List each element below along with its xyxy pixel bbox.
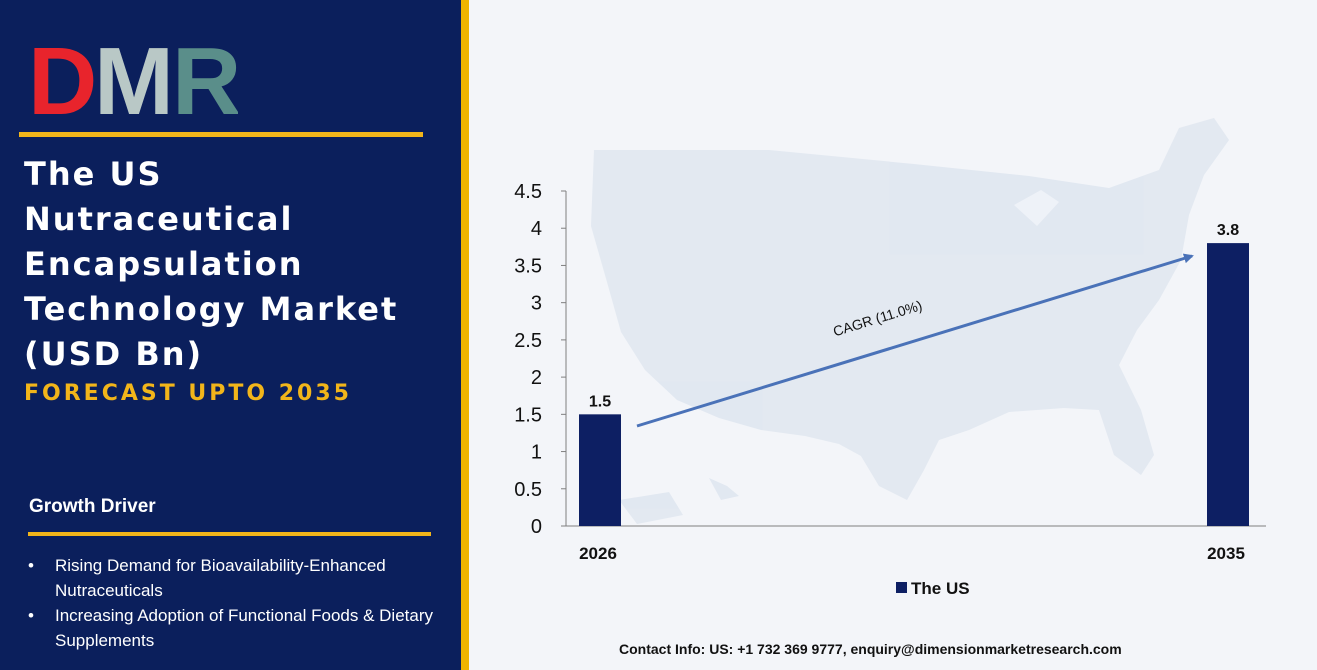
- title-line: (USD Bn): [24, 335, 204, 373]
- bar-2035: [1207, 243, 1249, 526]
- y-tick-label: 3: [531, 293, 542, 315]
- panel-divider: [461, 0, 469, 670]
- report-title: The US Nutraceutical Encapsulation Techn…: [24, 152, 444, 377]
- growth-driver-item: • Rising Demand for Bioavailability-Enhan…: [28, 553, 438, 603]
- y-tick-label: 4: [531, 218, 542, 240]
- bullet-icon: •: [28, 606, 34, 625]
- y-tick-label: 3.5: [514, 255, 542, 277]
- title-line: Technology Market: [24, 290, 399, 328]
- growth-driver-underline: [28, 532, 431, 536]
- y-tick-label: 0: [531, 516, 542, 538]
- us-map-shape: [591, 118, 1229, 500]
- left-panel: D M R The US Nutraceutical Encapsulation…: [0, 0, 461, 670]
- x-category-label: 2026: [579, 544, 617, 563]
- y-tick-label: 0.5: [514, 479, 542, 501]
- growth-driver-text: Increasing Adoption of Functional Foods …: [55, 606, 433, 650]
- legend-label: The US: [911, 579, 970, 598]
- title-line: Encapsulation: [24, 245, 304, 283]
- growth-driver-list: • Rising Demand for Bioavailability-Enhan…: [28, 553, 438, 653]
- bar-2026: [579, 414, 621, 526]
- y-tick-label: 2: [531, 367, 542, 389]
- bar-value-label: 1.5: [589, 393, 611, 410]
- growth-driver-text: Rising Demand for Bioavailability-Enhanc…: [55, 556, 386, 600]
- y-tick-label: 2.5: [514, 330, 542, 352]
- forecast-subtitle: FORECAST UPTO 2035: [24, 381, 352, 406]
- us-map-background: [591, 118, 1229, 524]
- title-line: Nutraceutical: [24, 200, 294, 238]
- bullet-icon: •: [28, 556, 34, 575]
- hawaii-shape: [709, 478, 739, 500]
- y-tick-label: 1.5: [514, 404, 542, 426]
- logo-letter-m: M: [94, 36, 174, 122]
- growth-driver-heading: Growth Driver: [29, 496, 156, 517]
- x-category-label: 2035: [1207, 544, 1245, 563]
- logo-letter-d: D: [28, 36, 97, 122]
- logo-letter-r: R: [172, 36, 238, 122]
- legend-swatch: [896, 582, 907, 593]
- y-tick-label: 4.5: [514, 181, 542, 203]
- dmr-logo: D M R: [28, 36, 238, 122]
- cagr-arrow: [636, 253, 1194, 428]
- bar-value-label: 3.8: [1217, 222, 1239, 239]
- logo-underline: [19, 132, 423, 137]
- alaska-shape: [619, 492, 683, 524]
- chart-panel: 0 0.5 1 1.5 2 2.5 3 3.5 4 4.5 1.5 2026 3.8 2035 CAGR…: [469, 0, 1317, 670]
- growth-driver-item: • Increasing Adoption of Functional Foods…: [28, 603, 438, 653]
- title-line: The US: [24, 155, 163, 193]
- y-tick-label: 1: [531, 442, 542, 464]
- contact-info: Contact Info: US: +1 732 369 9777, enqui…: [619, 641, 1122, 657]
- great-lakes-shape: [1014, 190, 1059, 226]
